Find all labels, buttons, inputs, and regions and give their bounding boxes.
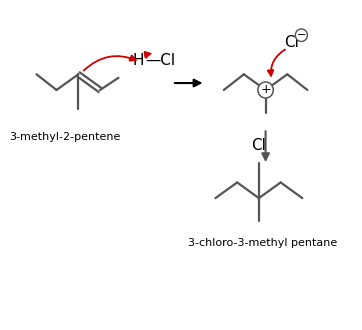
- Text: Cl: Cl: [284, 35, 299, 50]
- Text: 3-chloro-3-methyl pentane: 3-chloro-3-methyl pentane: [188, 238, 337, 248]
- Text: 3-methyl-2-pentene: 3-methyl-2-pentene: [9, 132, 121, 142]
- Text: −: −: [297, 30, 306, 40]
- Text: H: H: [132, 53, 143, 68]
- Text: —Cl: —Cl: [145, 53, 175, 68]
- Text: +: +: [260, 83, 271, 96]
- Circle shape: [295, 29, 307, 42]
- Circle shape: [258, 82, 273, 98]
- Text: Cl: Cl: [252, 138, 266, 153]
